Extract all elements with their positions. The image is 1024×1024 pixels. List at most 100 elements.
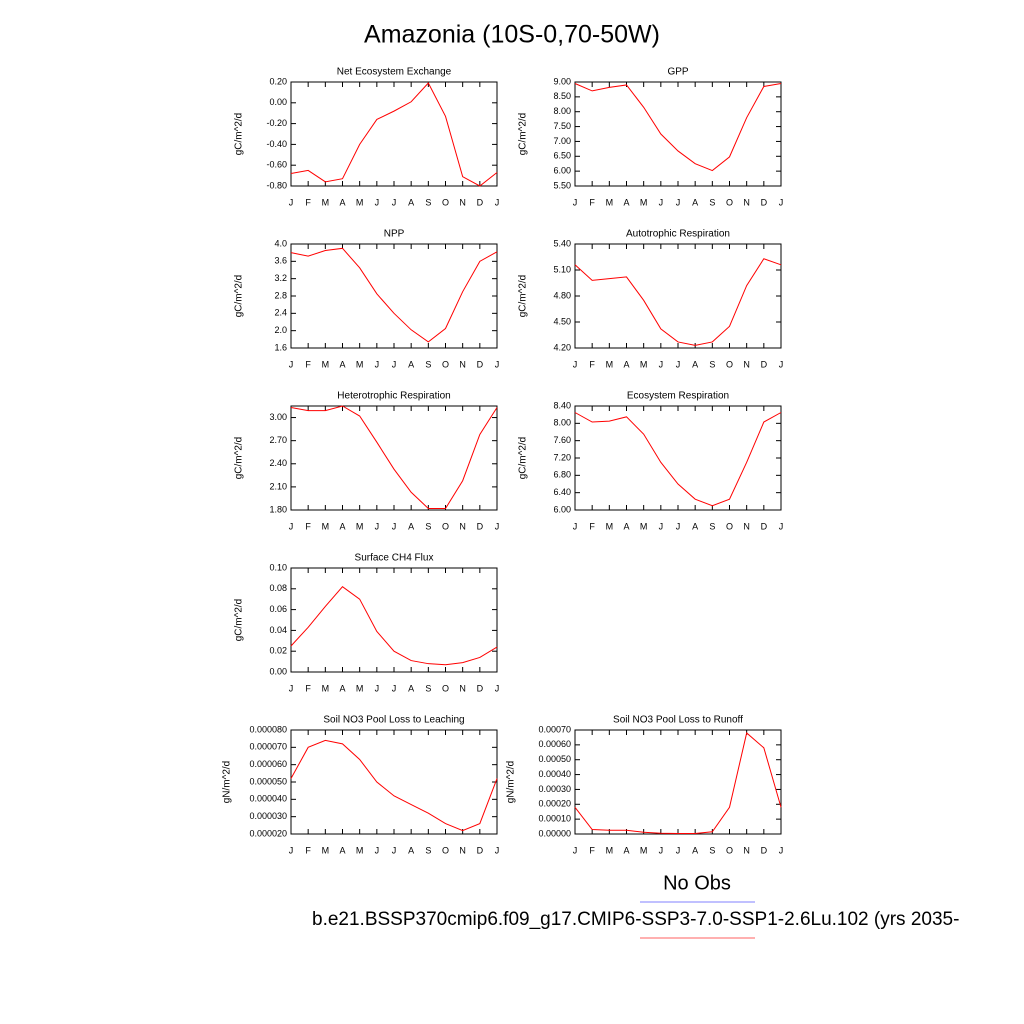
chart-title: Autotrophic Respiration xyxy=(626,229,730,240)
y-tick-label: 0.00 xyxy=(269,666,287,676)
y-tick-label: 0.000040 xyxy=(249,794,287,804)
data-line xyxy=(290,586,498,666)
x-tick-label: A xyxy=(623,197,629,207)
x-tick-label: J xyxy=(495,197,500,207)
y-axis-label: gC/m^2/d xyxy=(234,275,245,318)
x-tick-label: M xyxy=(356,359,364,369)
y-tick-label: 8.40 xyxy=(553,400,571,410)
x-tick-label: J xyxy=(375,683,380,693)
data-line xyxy=(574,732,782,835)
plot-frame xyxy=(574,243,782,349)
y-tick-label: 6.40 xyxy=(553,487,571,497)
x-tick-label: M xyxy=(356,845,364,855)
x-tick-label: A xyxy=(623,845,629,855)
x-tick-label: F xyxy=(589,359,595,369)
x-tick-label: D xyxy=(477,197,484,207)
y-tick-label: 0.00000 xyxy=(538,828,571,838)
x-tick-label: S xyxy=(709,197,715,207)
x-tick-label: N xyxy=(743,845,750,855)
data-line xyxy=(574,82,782,172)
y-tick-label: 0.08 xyxy=(269,583,287,593)
x-tick-label: F xyxy=(305,521,311,531)
x-tick-label: D xyxy=(761,521,768,531)
x-tick-label: J xyxy=(289,197,294,207)
y-tick-label: 0.00050 xyxy=(538,754,571,764)
chart-title: Heterotrophic Respiration xyxy=(337,391,450,402)
x-tick-label: F xyxy=(305,359,311,369)
x-tick-label: J xyxy=(573,359,578,369)
x-tick-label: A xyxy=(623,521,629,531)
y-tick-label: 7.00 xyxy=(553,136,571,146)
x-tick-label: J xyxy=(573,197,578,207)
plot-frame xyxy=(574,729,782,835)
y-tick-label: -0.60 xyxy=(266,160,287,170)
x-tick-label: M xyxy=(606,845,614,855)
y-tick-label: 6.80 xyxy=(553,470,571,480)
x-tick-label: J xyxy=(495,845,500,855)
y-tick-label: 0.00070 xyxy=(538,724,571,734)
x-tick-label: J xyxy=(495,359,500,369)
y-tick-label: 0.000070 xyxy=(249,742,287,752)
x-tick-label: M xyxy=(606,521,614,531)
y-tick-label: 0.10 xyxy=(269,562,287,572)
y-tick-label: 9.00 xyxy=(553,76,571,86)
y-tick-label: 0.20 xyxy=(269,76,287,86)
x-tick-label: J xyxy=(659,845,664,855)
plot-frame xyxy=(290,729,498,835)
y-tick-label: 6.00 xyxy=(553,166,571,176)
y-tick-label: 0.000060 xyxy=(249,759,287,769)
y-tick-label: 0.02 xyxy=(269,646,287,656)
x-tick-label: D xyxy=(761,845,768,855)
x-tick-label: J xyxy=(659,521,664,531)
x-tick-label: M xyxy=(356,521,364,531)
y-axis-label: gC/m^2/d xyxy=(234,437,245,480)
y-tick-label: 2.8 xyxy=(274,290,287,300)
y-tick-label: 3.6 xyxy=(274,256,287,266)
x-tick-label: A xyxy=(623,359,629,369)
y-tick-label: 0.00020 xyxy=(538,799,571,809)
y-tick-label: 0.00010 xyxy=(538,814,571,824)
y-tick-label: 7.20 xyxy=(553,452,571,462)
chart-title: Surface CH4 Flux xyxy=(355,553,434,564)
y-tick-label: -0.80 xyxy=(266,180,287,190)
x-tick-label: J xyxy=(573,521,578,531)
y-tick-label: 3.2 xyxy=(274,273,287,283)
x-tick-label: A xyxy=(339,521,345,531)
plot-frame xyxy=(290,81,498,187)
x-tick-label: J xyxy=(573,845,578,855)
x-tick-label: J xyxy=(676,197,681,207)
y-tick-label: 0.04 xyxy=(269,625,287,635)
x-tick-label: F xyxy=(589,197,595,207)
y-tick-label: 4.20 xyxy=(553,342,571,352)
x-tick-label: N xyxy=(459,521,466,531)
x-tick-label: D xyxy=(477,359,484,369)
x-tick-label: D xyxy=(761,359,768,369)
x-tick-label: A xyxy=(692,197,698,207)
y-tick-label: 0.06 xyxy=(269,604,287,614)
y-tick-label: 4.0 xyxy=(274,238,287,248)
data-line xyxy=(290,405,498,509)
x-tick-label: J xyxy=(289,521,294,531)
x-tick-label: A xyxy=(339,197,345,207)
x-tick-label: A xyxy=(339,683,345,693)
chart-title: GPP xyxy=(667,67,688,78)
x-tick-label: A xyxy=(408,359,414,369)
x-tick-label: M xyxy=(322,521,330,531)
y-tick-label: 5.10 xyxy=(553,264,571,274)
x-tick-label: A xyxy=(692,521,698,531)
y-tick-label: 7.50 xyxy=(553,121,571,131)
y-tick-label: 0.000050 xyxy=(249,776,287,786)
x-tick-label: A xyxy=(339,359,345,369)
data-line xyxy=(290,739,498,832)
x-tick-label: J xyxy=(289,359,294,369)
x-tick-label: N xyxy=(459,845,466,855)
x-tick-label: J xyxy=(676,359,681,369)
y-tick-label: 8.50 xyxy=(553,91,571,101)
x-tick-label: A xyxy=(408,683,414,693)
x-tick-label: M xyxy=(356,683,364,693)
legend-label: b.e21.BSSP370cmip6.f09_g17.CMIP6-SSP3-7.… xyxy=(312,909,959,930)
x-tick-label: O xyxy=(442,359,449,369)
y-tick-label: 3.00 xyxy=(269,412,287,422)
y-tick-label: 4.80 xyxy=(553,290,571,300)
